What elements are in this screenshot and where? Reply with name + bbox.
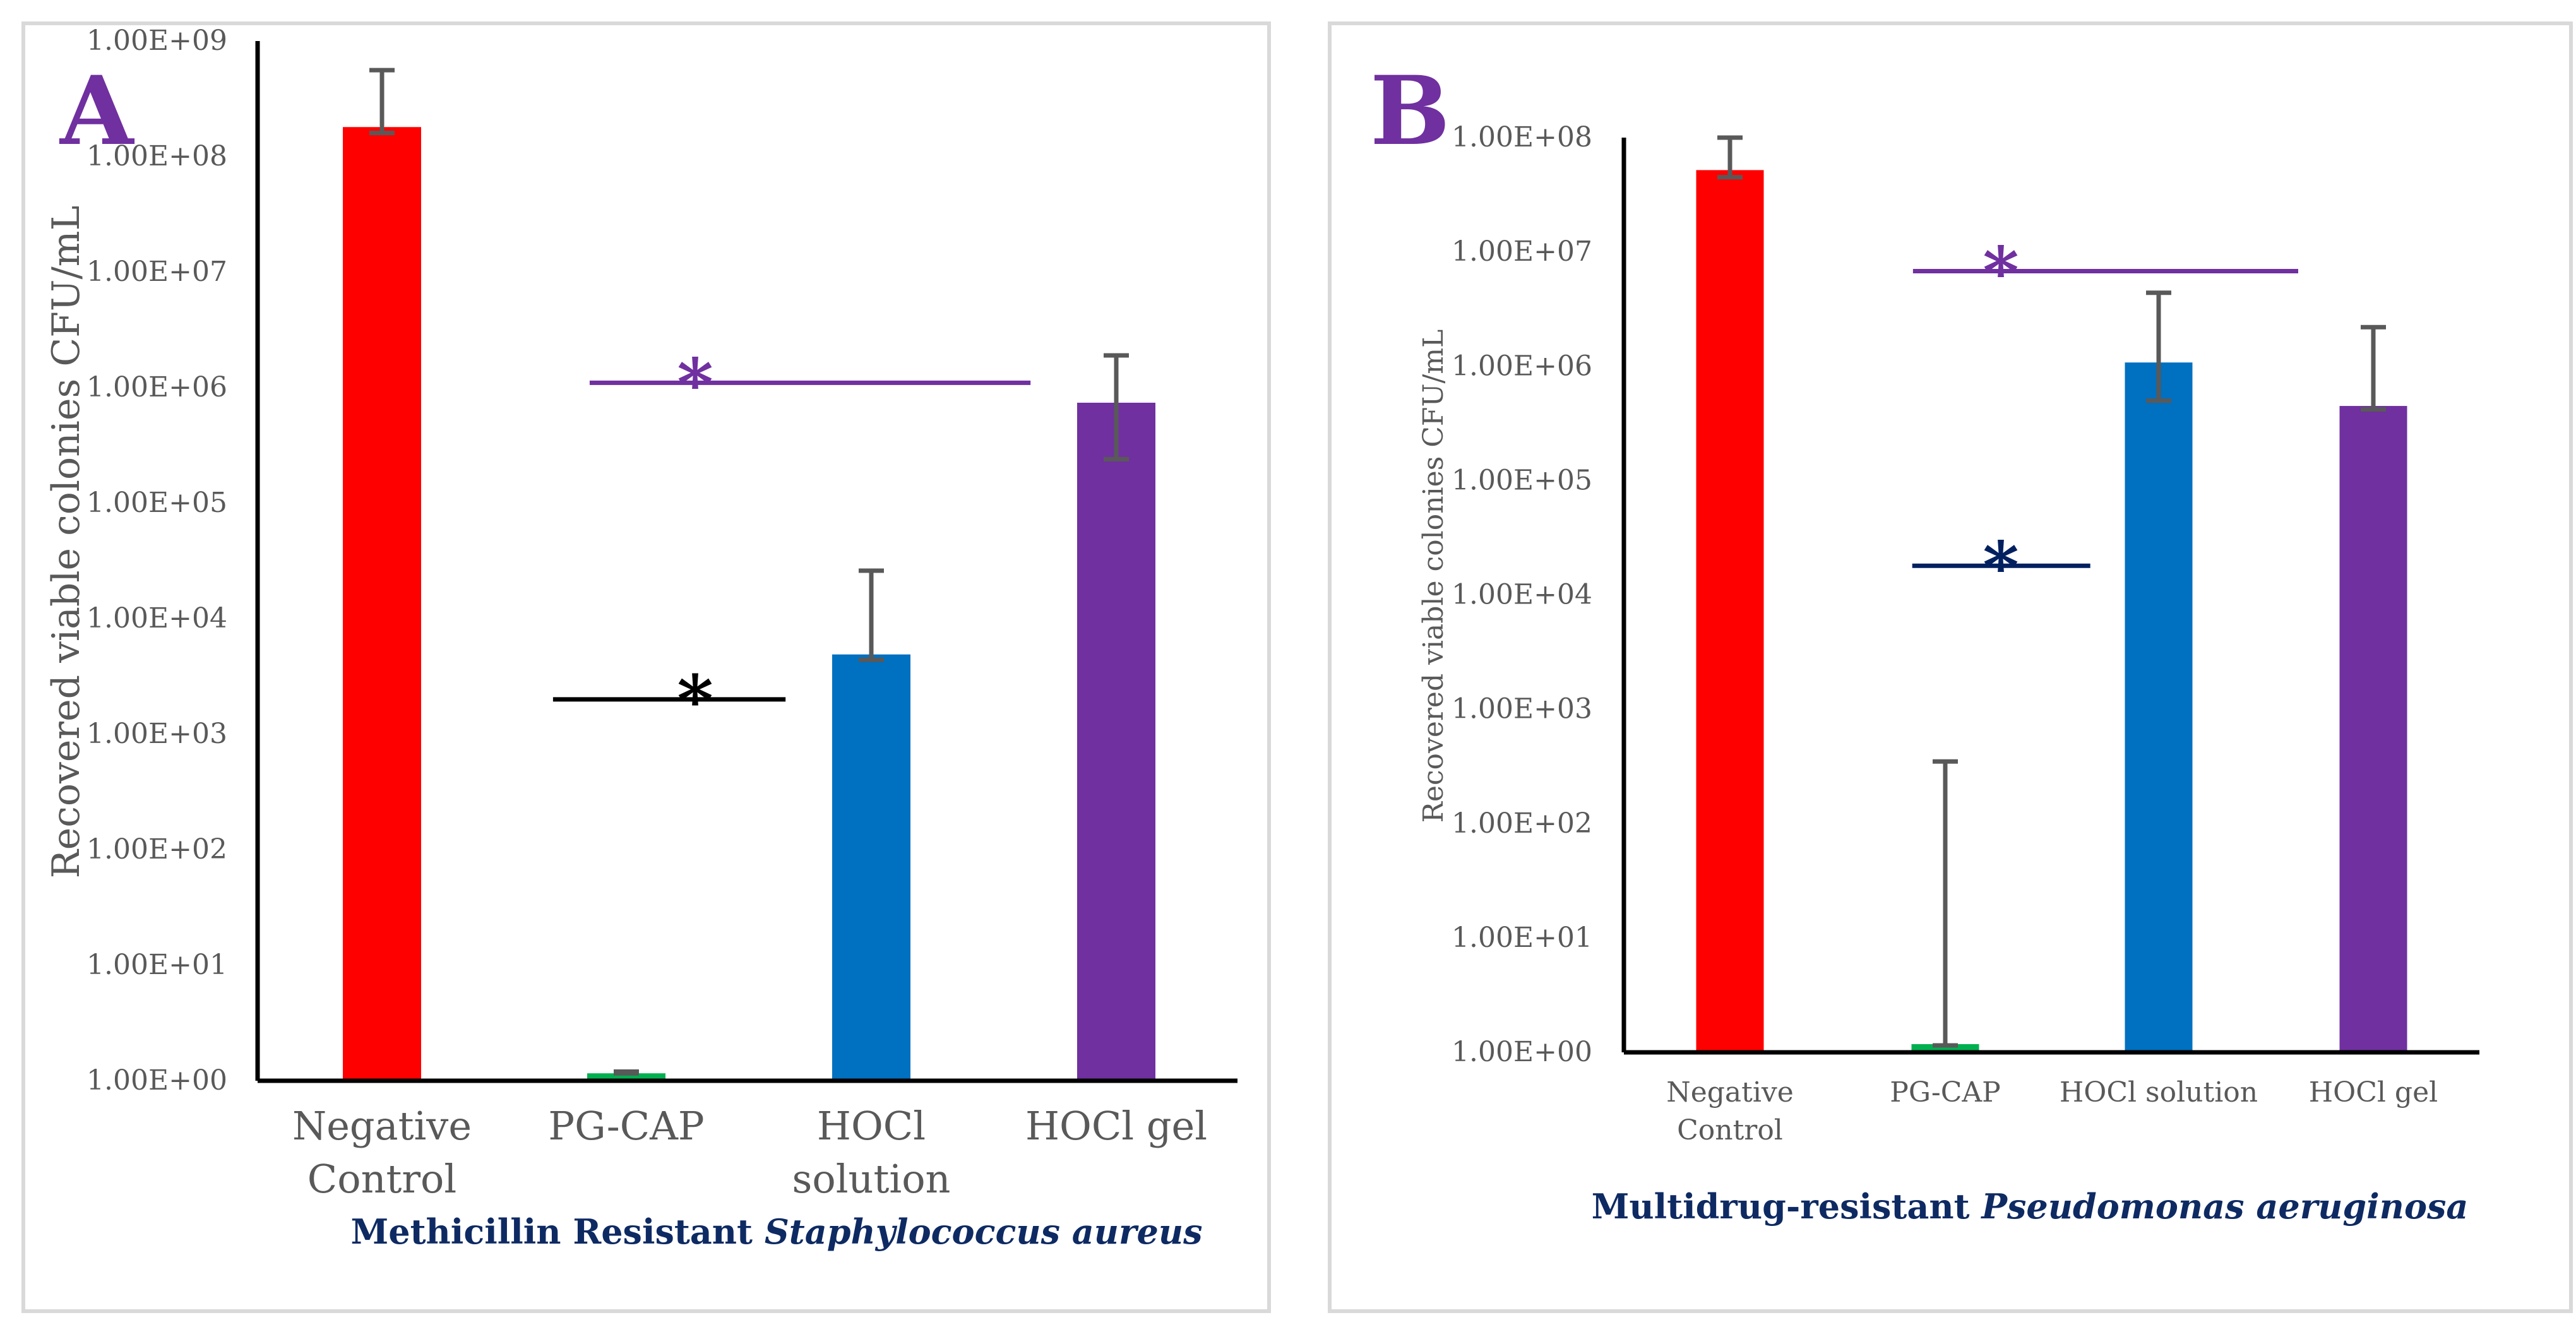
y-axis-label: Recovered viable colonies CFU/mL bbox=[1417, 330, 1450, 823]
subtitle-prefix: Multidrug-resistant bbox=[1592, 1186, 1982, 1227]
subtitle-prefix: Methicillin Resistant bbox=[350, 1211, 764, 1252]
y-tick-label: 1.00E+04 bbox=[86, 602, 227, 634]
y-tick-label: 1.00E+05 bbox=[86, 487, 227, 519]
y-axis-label: Recovered viable colonies CFU/mL bbox=[44, 206, 88, 879]
bar bbox=[832, 654, 910, 1081]
y-tick-label: 1.00E+09 bbox=[86, 25, 227, 57]
x-category-label: PG-CAP bbox=[1890, 1076, 2000, 1109]
bar bbox=[1696, 170, 1764, 1052]
significance-star: * bbox=[677, 343, 713, 424]
y-tick-label: 1.00E+06 bbox=[1452, 350, 1592, 382]
x-category-label: Control bbox=[1677, 1114, 1783, 1146]
x-category-label: PG-CAP bbox=[548, 1103, 704, 1149]
y-tick-label: 1.00E+03 bbox=[1452, 693, 1592, 725]
panel-frame bbox=[21, 21, 1271, 1313]
y-tick-label: 1.00E+03 bbox=[86, 718, 227, 750]
panel-subtitle: Methicillin Resistant Staphylococcus aur… bbox=[350, 1211, 1202, 1252]
y-tick-label: 1.00E+04 bbox=[1452, 579, 1592, 611]
bar bbox=[1077, 402, 1155, 1081]
y-tick-label: 1.00E+02 bbox=[86, 833, 227, 865]
x-category-label: Control bbox=[307, 1156, 456, 1202]
subtitle-organism: Pseudomonas aeruginosa bbox=[1980, 1186, 2468, 1227]
y-tick-label: 1.00E+01 bbox=[1452, 922, 1592, 954]
chart-panel-a: 1.00E+00 1.00E+01 1.00E+02 1.00E+03 1.00E+04… bbox=[21, 21, 1271, 1313]
bar bbox=[343, 127, 421, 1081]
y-tick-label: 1.00E+08 bbox=[86, 140, 227, 172]
panel-subtitle: Multidrug-resistant Pseudomonas aerugino… bbox=[1592, 1186, 2469, 1227]
y-tick-label: 1.00E+00 bbox=[86, 1064, 227, 1097]
x-category-label: HOCl gel bbox=[2309, 1076, 2438, 1109]
panel-letter: B bbox=[1370, 56, 1450, 167]
chart-panel-b: 1.00E+00 1.00E+01 1.00E+02 1.00E+03 1.00E+04… bbox=[1328, 21, 2573, 1313]
y-tick-label: 1.00E+07 bbox=[86, 256, 227, 288]
x-category-label: HOCl solution bbox=[2060, 1076, 2258, 1109]
bar bbox=[587, 1073, 665, 1081]
x-category-label: Negative bbox=[292, 1103, 472, 1149]
y-tick-label: 1.00E+06 bbox=[86, 371, 227, 403]
y-tick-label: 1.00E+02 bbox=[1452, 807, 1592, 840]
bar bbox=[2125, 362, 2193, 1053]
y-tick-label: 1.00E+05 bbox=[1452, 464, 1592, 496]
y-tick-label: 1.00E+00 bbox=[1452, 1036, 1592, 1068]
x-category-label: solution bbox=[792, 1156, 951, 1202]
y-tick-label: 1.00E+07 bbox=[1452, 235, 1592, 268]
significance-star: * bbox=[1983, 231, 2019, 312]
bar bbox=[2339, 406, 2407, 1052]
panel-letter: A bbox=[59, 56, 135, 167]
y-tick-label: 1.00E+08 bbox=[1452, 121, 1592, 153]
significance-star: * bbox=[677, 660, 713, 741]
y-tick-label: 1.00E+01 bbox=[86, 949, 227, 981]
x-category-label: HOCl gel bbox=[1025, 1103, 1207, 1149]
x-category-label: HOCl bbox=[817, 1103, 926, 1149]
subtitle-organism: Staphylococcus aureus bbox=[765, 1211, 1203, 1252]
significance-star: * bbox=[1983, 526, 2019, 607]
x-category-label: Negative bbox=[1666, 1076, 1794, 1109]
